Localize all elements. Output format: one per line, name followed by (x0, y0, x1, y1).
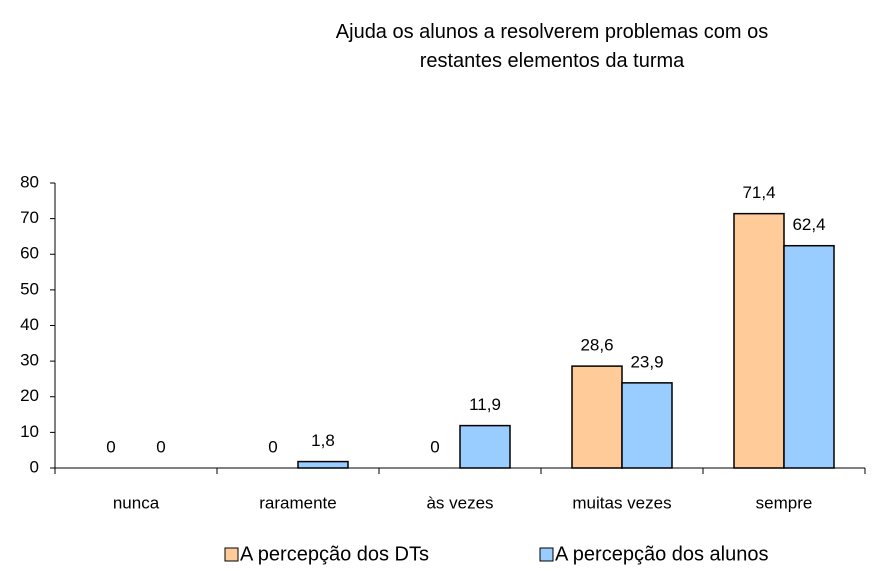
bar (621, 382, 673, 469)
y-tick-label: 60 (20, 244, 39, 263)
y-tick-label: 0 (30, 457, 39, 476)
y-tick-label: 80 (20, 172, 39, 191)
data-label: 28,6 (580, 336, 613, 355)
data-label: 71,4 (742, 183, 775, 202)
chart-title: Ajuda os alunos a resolverem problemas c… (335, 21, 769, 72)
data-label: 0 (430, 437, 439, 456)
y-tick-label: 50 (20, 279, 39, 298)
bar (783, 244, 835, 469)
data-label: 11,9 (469, 395, 501, 414)
bar (733, 212, 785, 469)
x-tick-label: muitas vezes (572, 493, 671, 512)
bar (571, 365, 623, 469)
x-tick-label: sempre (756, 493, 813, 512)
data-label: 0 (156, 437, 165, 456)
legend-label: A percepção dos DTs (240, 543, 429, 565)
bar (459, 424, 511, 469)
x-tick-label: nunca (113, 493, 160, 512)
y-tick-label: 20 (20, 386, 39, 405)
y-tick-label: 70 (20, 208, 39, 227)
y-tick-label: 10 (20, 422, 39, 441)
legend-label: A percepção dos alunos (555, 543, 769, 565)
data-label: 62,4 (792, 215, 825, 234)
data-label: 0 (106, 437, 115, 456)
x-tick-label: raramente (259, 493, 336, 512)
y-tick-label: 40 (20, 315, 39, 334)
data-label: 1,8 (311, 431, 335, 450)
data-label: 23,9 (630, 352, 663, 371)
y-tick-label: 30 (20, 351, 39, 370)
legend-swatch (224, 547, 239, 562)
legend-swatch (539, 547, 554, 562)
bar (297, 460, 349, 469)
data-label: 0 (268, 437, 277, 456)
x-tick-label: às vezes (426, 493, 493, 512)
